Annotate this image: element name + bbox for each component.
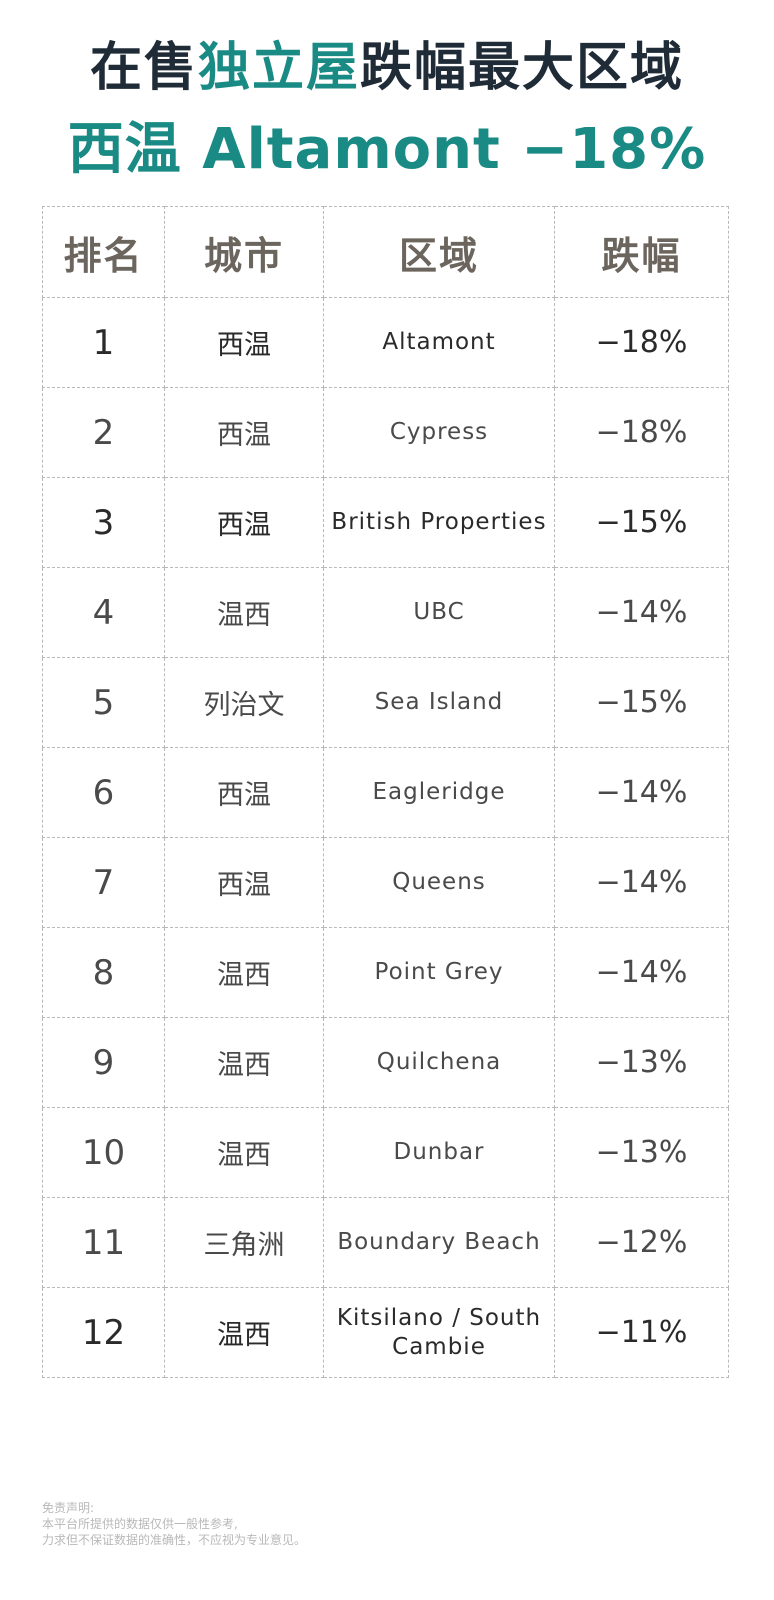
rank-cell: 6 [42, 747, 165, 838]
rank-cell: 11 [42, 1197, 165, 1288]
header-city: 城市 [164, 206, 324, 298]
table-body: 1 西温 Altamont −18% 2 西温 Cypress −18% 3 西温 British … [42, 297, 729, 1378]
disclaimer-line: 本平台所提供的数据仅供一般性参考, [42, 1517, 238, 1531]
area-cell: Altamont [323, 297, 555, 388]
table-row: 11 三角洲 Boundary Beach −12% [42, 1197, 729, 1288]
table-row: 9 温西 Quilchena −13% [42, 1017, 729, 1108]
change-cell: −14% [554, 567, 729, 658]
change-cell: −15% [554, 477, 729, 568]
ranking-table: 排名 城市 区域 跌幅 1 西温 Altamont −18% 2 西温 Cypress −18… [42, 206, 729, 1378]
city-cell: 温西 [164, 927, 324, 1018]
table-row: 1 西温 Altamont −18% [42, 297, 729, 388]
city-cell: 温西 [164, 567, 324, 658]
change-cell: −18% [554, 297, 729, 388]
table-row: 7 西温 Queens −14% [42, 837, 729, 928]
area-cell: Sea Island [323, 657, 555, 748]
rank-cell: 4 [42, 567, 165, 658]
change-cell: −15% [554, 657, 729, 748]
rank-cell: 8 [42, 927, 165, 1018]
disclaimer: 免责声明: 本平台所提供的数据仅供一般性参考, 力求但不保证数据的准确性，不应视… [42, 1500, 306, 1548]
page-subtitle: 西温 Altamont −18% [67, 117, 707, 182]
area-cell: Kitsilano / South Cambie [323, 1287, 555, 1378]
title-prefix: 在售 [89, 38, 198, 98]
rank-cell: 9 [42, 1017, 165, 1108]
city-cell: 西温 [164, 297, 324, 388]
area-cell: Point Grey [323, 927, 555, 1018]
change-cell: −14% [554, 927, 729, 1018]
change-cell: −13% [554, 1017, 729, 1108]
area-cell: Queens [323, 837, 555, 928]
city-cell: 西温 [164, 477, 324, 568]
rank-cell: 5 [42, 657, 165, 748]
table-row: 12 温西 Kitsilano / South Cambie −11% [42, 1287, 729, 1378]
table-row: 2 西温 Cypress −18% [42, 387, 729, 478]
header-change: 跌幅 [554, 206, 729, 298]
table-row: 6 西温 Eagleridge −14% [42, 747, 729, 838]
city-cell: 温西 [164, 1287, 324, 1378]
area-cell: Quilchena [323, 1017, 555, 1108]
table-header-row: 排名 城市 区域 跌幅 [42, 206, 729, 298]
header-rank: 排名 [42, 206, 165, 298]
header-area: 区域 [323, 206, 555, 298]
rank-cell: 12 [42, 1287, 165, 1378]
change-cell: −13% [554, 1107, 729, 1198]
change-cell: −18% [554, 387, 729, 478]
change-cell: −14% [554, 837, 729, 928]
city-cell: 三角洲 [164, 1197, 324, 1288]
change-cell: −14% [554, 747, 729, 838]
area-cell: Eagleridge [323, 747, 555, 838]
table-row: 10 温西 Dunbar −13% [42, 1107, 729, 1198]
change-cell: −12% [554, 1197, 729, 1288]
area-cell: Boundary Beach [323, 1197, 555, 1288]
rank-cell: 1 [42, 297, 165, 388]
city-cell: 温西 [164, 1107, 324, 1198]
table-row: 3 西温 British Properties −15% [42, 477, 729, 568]
area-cell: British Properties [323, 477, 555, 568]
title-suffix: 跌幅最大区域 [360, 38, 685, 98]
table-row: 4 温西 UBC −14% [42, 567, 729, 658]
table-row: 5 列治文 Sea Island −15% [42, 657, 729, 748]
title-accent: 独立屋 [197, 38, 360, 98]
rank-cell: 2 [42, 387, 165, 478]
change-cell: −11% [554, 1287, 729, 1378]
city-cell: 西温 [164, 747, 324, 838]
city-cell: 列治文 [164, 657, 324, 748]
disclaimer-line: 力求但不保证数据的准确性，不应视为专业意见。 [42, 1533, 307, 1547]
city-cell: 西温 [164, 387, 324, 478]
rank-cell: 10 [42, 1107, 165, 1198]
rank-cell: 3 [42, 477, 165, 568]
area-cell: UBC [323, 567, 555, 658]
table-row: 8 温西 Point Grey −14% [42, 927, 729, 1018]
city-cell: 温西 [164, 1017, 324, 1108]
area-cell: Dunbar [323, 1107, 555, 1198]
area-cell: Cypress [323, 387, 555, 478]
city-cell: 西温 [164, 837, 324, 928]
disclaimer-heading: 免责声明: [42, 1501, 95, 1515]
rank-cell: 7 [42, 837, 165, 928]
page-title: 在售独立屋跌幅最大区域 [0, 32, 774, 104]
